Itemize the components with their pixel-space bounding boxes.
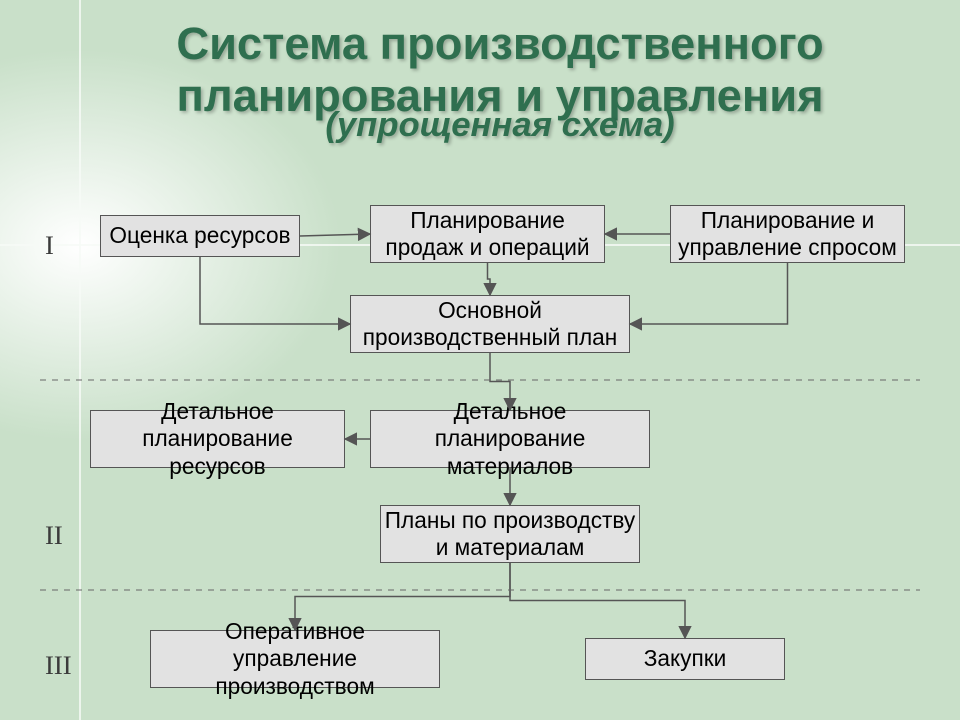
- edge-salesops-to-master: [488, 263, 491, 295]
- edge-assess-to-salesops: [300, 234, 370, 236]
- edge-assess-to-master: [200, 257, 350, 324]
- section-label-lvl2: II: [45, 520, 63, 551]
- diagram-stage: Система производственного планирования и…: [0, 0, 960, 720]
- node-master: Основной производственный план: [350, 295, 630, 353]
- section-label-lvl3: III: [45, 650, 72, 681]
- node-oper: Оперативное управление производством: [150, 630, 440, 688]
- node-assess: Оценка ресурсов: [100, 215, 300, 257]
- node-detmat: Детальное планирование материалов: [370, 410, 650, 468]
- edge-plans-to-purch: [510, 563, 685, 638]
- page-subtitle: (упрощенная схема): [120, 106, 880, 145]
- node-demand: Планирование и управление спросом: [670, 205, 905, 263]
- node-purch: Закупки: [585, 638, 785, 680]
- node-detres: Детальное планирование ресурсов: [90, 410, 345, 468]
- edge-demand-to-master: [630, 263, 788, 324]
- section-label-lvl1: I: [45, 230, 54, 261]
- node-salesops: Планирование продаж и операций: [370, 205, 605, 263]
- node-plans: Планы по производству и материалам: [380, 505, 640, 563]
